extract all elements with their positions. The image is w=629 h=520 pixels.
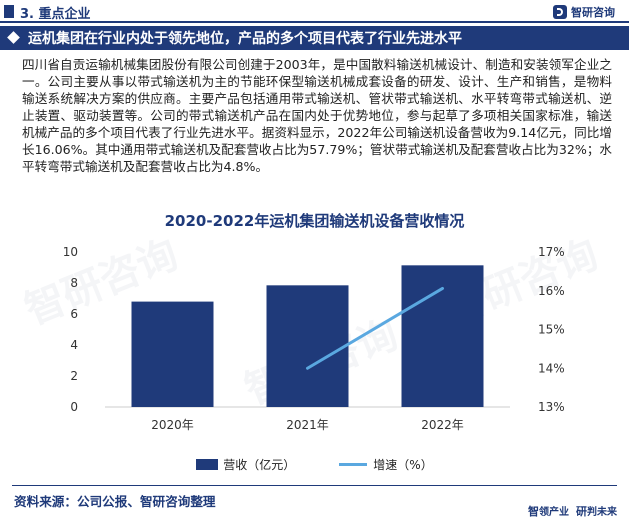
y-left-tick-label: 10 xyxy=(63,245,78,259)
legend-item-growth: 增速（%） xyxy=(305,456,433,473)
chart-title: 2020-2022年运机集团输送机设备营收情况 xyxy=(164,212,465,230)
body-paragraph: 四川省自贡运输机械集团股份有限公司创建于2003年，是中国散料输送机械设计、制造… xyxy=(22,57,612,174)
section-marker-icon xyxy=(4,5,14,18)
bar xyxy=(131,301,214,407)
footer-divider xyxy=(12,485,617,486)
brand-name: 智研咨询 xyxy=(571,6,615,19)
brand-logo-icon xyxy=(553,5,567,19)
y-left-tick-label: 8 xyxy=(70,276,78,290)
brand: 智研咨询 xyxy=(553,4,615,20)
y-right-tick-label: 17% xyxy=(538,245,565,259)
y-left-tick-label: 4 xyxy=(70,338,78,352)
diamond-icon xyxy=(7,31,20,44)
legend-item-revenue: 营收（亿元） xyxy=(196,456,295,473)
legend-swatch-bar xyxy=(196,459,219,470)
slogan-char-a: 智 xyxy=(528,505,540,518)
slogan-part-d: 判未来 xyxy=(587,507,617,518)
slogan-char-c: 研 xyxy=(576,505,587,518)
footer: 资料来源：公司公报、智研咨询整理 智领产业 研判未来 xyxy=(0,483,629,520)
source-note: 资料来源：公司公报、智研咨询整理 xyxy=(14,494,216,509)
section-label: 3. 重点企业 xyxy=(20,7,91,22)
y-left-tick-label: 2 xyxy=(70,369,78,383)
x-tick-label: 2022年 xyxy=(421,418,464,432)
y-right-tick-label: 16% xyxy=(538,284,565,298)
y-right-tick-label: 13% xyxy=(538,400,565,414)
bar xyxy=(266,285,349,407)
top-bar: 3. 重点企业 智研咨询 xyxy=(0,0,629,24)
headline-banner: 运机集团在行业内处于领先地位，产品的多个项目代表了行业先进水平 xyxy=(0,26,629,50)
bar xyxy=(401,265,484,407)
x-tick-label: 2021年 xyxy=(286,418,329,432)
footer-slogan: 智领产业 研判未来 xyxy=(528,503,617,519)
y-left-tick-label: 0 xyxy=(70,400,78,414)
legend-label-growth: 增速（%） xyxy=(373,458,433,472)
growth-line xyxy=(306,286,444,370)
x-tick-label: 2020年 xyxy=(151,418,194,432)
y-left-tick-label: 6 xyxy=(70,307,78,321)
chart-legend: 营收（亿元） 增速（%） xyxy=(0,456,629,473)
top-divider xyxy=(0,21,629,23)
y-right-tick-label: 14% xyxy=(538,361,565,375)
combo-chart: 0 2 4 6 8 10 13% 14% 15% 16% 17% 2020年 2021年 2022年 xyxy=(63,245,565,432)
y-right-tick-label: 15% xyxy=(538,323,565,337)
legend-label-revenue: 营收（亿元） xyxy=(223,458,296,472)
slogan-part-b: 领产业 xyxy=(539,507,570,518)
legend-swatch-line xyxy=(339,463,368,466)
headline-title: 运机集团在行业内处于领先地位，产品的多个项目代表了行业先进水平 xyxy=(28,31,462,47)
